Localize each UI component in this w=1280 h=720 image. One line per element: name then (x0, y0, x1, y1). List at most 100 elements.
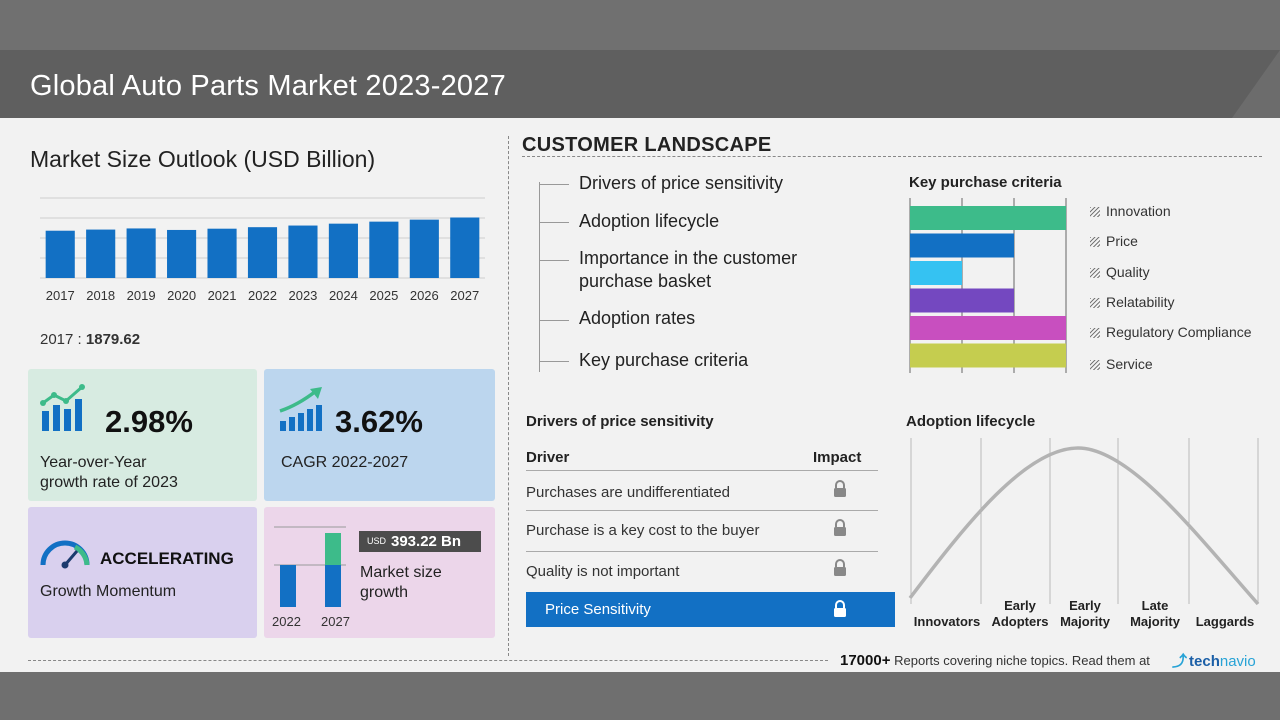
vertical-divider (508, 136, 509, 656)
stage-late-majority: Late Majority (1120, 598, 1190, 630)
footer-text: 17000+ Reports covering niche topics. Re… (840, 652, 1150, 669)
stage-line: Majority (1060, 614, 1110, 629)
bar (45, 230, 75, 278)
kpc-bar (910, 233, 1014, 258)
growth-amount-badge: USD 393.22 Bn (359, 531, 481, 552)
stage-line: Late (1141, 598, 1169, 613)
footer-message: Reports covering niche topics. Read them… (894, 653, 1150, 668)
bar (369, 221, 399, 278)
kpc-legend-label: Service (1106, 356, 1153, 372)
landscape-tick (539, 222, 569, 223)
kpc-bar (910, 316, 1066, 340)
x-tick-label: 2024 (329, 288, 358, 303)
x-tick-label: 2026 (410, 288, 439, 303)
kpc-legend-item: Innovation (1090, 203, 1171, 219)
driver-text: Purchases are undifferentiated (526, 484, 731, 501)
kpc-legend-label: Innovation (1106, 203, 1171, 219)
x-tick-label: 2025 (369, 288, 398, 303)
title-bar: Global Auto Parts Market 2023-2027 (0, 50, 1280, 118)
x-tick-label: 2018 (86, 288, 115, 303)
kpc-legend-label: Quality (1106, 264, 1150, 280)
growth-label-line2: growth (360, 584, 409, 601)
landscape-item: Adoption lifecycle (579, 211, 720, 231)
hatch-marker (1090, 207, 1100, 217)
landscape-item: Drivers of price sensitivity (579, 173, 784, 193)
top-band (0, 0, 1280, 50)
customer-landscape-rule (522, 156, 1262, 157)
price-sensitivity-label: Price Sensitivity (545, 601, 651, 618)
growth-card: 2022 2027 USD 393.22 Bn Market size grow… (264, 507, 495, 638)
stage-line: Majority (1130, 614, 1180, 629)
table-row: Purchase is a key cost to the buyer (526, 522, 878, 539)
kpc-legend-label: Regulatory Compliance (1106, 324, 1252, 340)
bar (328, 223, 358, 278)
hatch-marker (1090, 298, 1100, 308)
speedometer-icon (40, 540, 90, 569)
technavio-logo[interactable]: ⤴ technavio (1172, 650, 1256, 671)
landscape-tick (539, 320, 569, 321)
lock-icon (834, 480, 846, 497)
kpc-legend-label: Relatability (1106, 294, 1175, 310)
bar (409, 219, 439, 278)
landscape-item: Adoption rates (579, 308, 696, 328)
base-separator: : (77, 331, 82, 348)
bar (86, 229, 116, 278)
lock-icon (834, 600, 846, 617)
yoy-card: 2.98% Year-over-Year growth rate of 2023 (28, 369, 257, 501)
stage-innovators: Innovators (913, 614, 981, 629)
growth-currency: USD (367, 536, 387, 546)
landscape-item: Key purchase criteria (579, 350, 749, 370)
adoption-curve (908, 438, 1260, 606)
kpc-legend-item: Relatability (1090, 294, 1174, 310)
brand-prefix: tech (1189, 653, 1220, 670)
drivers-title: Drivers of price sensitivity (526, 413, 714, 430)
kpc-legend-label: Price (1106, 233, 1138, 249)
stage-line: Early (1069, 598, 1101, 613)
hatch-marker (1090, 268, 1100, 278)
kpc-bar (910, 206, 1066, 230)
rising-bars-icon (279, 387, 322, 431)
brand-suffix: navio (1219, 653, 1256, 670)
x-tick-label: 2020 (167, 288, 196, 303)
driver-text: Purchase is a key cost to the buyer (526, 522, 760, 539)
base-value: 1879.62 (85, 331, 141, 348)
stage-line: Adopters (991, 614, 1049, 629)
page-title: Global Auto Parts Market 2023-2027 (30, 70, 506, 102)
impact-column-header: Impact (813, 449, 862, 466)
base-year: 2017 (40, 331, 74, 348)
yoy-value: 2.98% (105, 404, 193, 439)
footer-count: 17000+ (840, 652, 891, 669)
growth-amount: 393.22 Bn (391, 533, 462, 550)
kpc-chart (909, 198, 1067, 373)
yoy-label-line2: growth rate of 2023 (40, 474, 178, 491)
cagr-value: 3.62% (335, 404, 423, 439)
bar (288, 225, 318, 278)
adoption-title: Adoption lifecycle (906, 413, 1036, 430)
hatch-marker (1090, 237, 1100, 247)
kpc-title: Key purchase criteria (909, 174, 1062, 191)
momentum-card: ACCELERATING Growth Momentum (28, 507, 257, 638)
cagr-label: CAGR 2022-2027 (281, 454, 409, 471)
x-tick-label: 2021 (208, 288, 237, 303)
kpc-legend-item: Quality (1090, 264, 1150, 280)
bar (207, 228, 237, 278)
growth-year-a: 2022 (272, 614, 301, 629)
stage-laggards: Laggards (1195, 614, 1255, 629)
x-tick-label: 2023 (288, 288, 317, 303)
table-rule (526, 510, 878, 511)
landscape-tree-line (539, 182, 540, 372)
bar (247, 227, 278, 278)
hatch-marker (1090, 328, 1100, 338)
growth-label: Market size growth (360, 563, 442, 603)
growth-label-line1: Market size (360, 564, 442, 581)
kpc-legend-item: Service (1090, 356, 1153, 372)
technavio-logo-icon: ⤴ (1172, 653, 1188, 670)
momentum-label: Growth Momentum (40, 583, 177, 600)
table-rule (526, 470, 878, 471)
driver-column-header: Driver (526, 449, 570, 466)
kpc-bar (910, 343, 1066, 368)
growth-chart-icon (40, 384, 85, 431)
table-rule (526, 551, 878, 552)
cagr-card: 3.62% CAGR 2022-2027 (264, 369, 495, 501)
bottom-band (0, 672, 1280, 720)
